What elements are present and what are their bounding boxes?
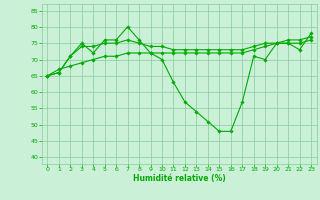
X-axis label: Humidité relative (%): Humidité relative (%) — [133, 174, 226, 183]
